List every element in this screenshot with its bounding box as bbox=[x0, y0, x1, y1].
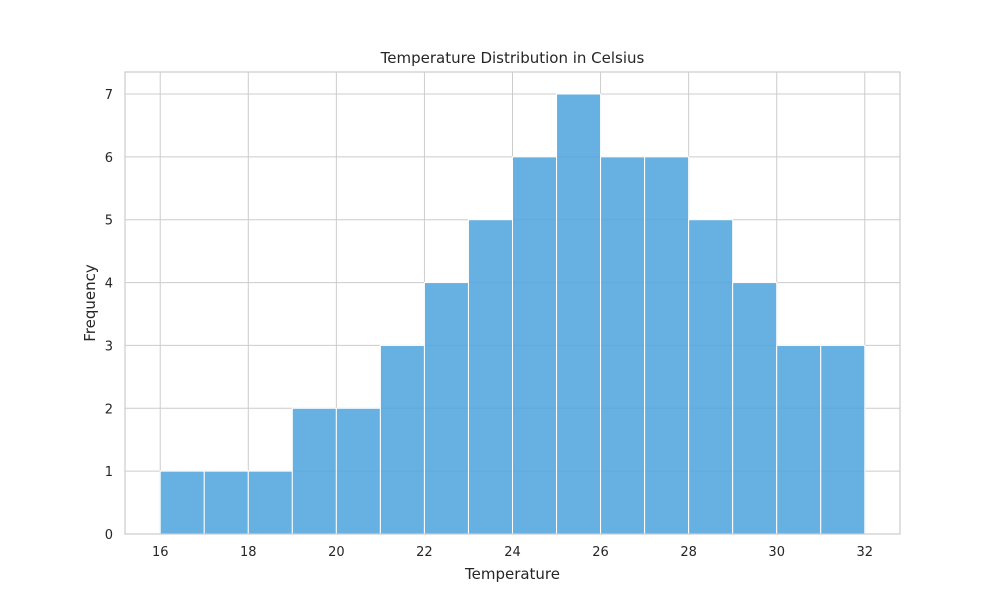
histogram-bar bbox=[379, 344, 425, 535]
x-tick-labels: 16 18 20 22 24 26 28 30 32 bbox=[152, 545, 873, 560]
histogram-bar bbox=[291, 407, 337, 535]
histogram-bar bbox=[556, 93, 602, 535]
x-tick-label: 30 bbox=[768, 545, 785, 560]
histogram-bar bbox=[512, 156, 558, 535]
histogram-bar bbox=[335, 407, 381, 535]
histogram-bar bbox=[644, 156, 690, 535]
histogram-bar bbox=[688, 219, 734, 535]
x-tick-label: 18 bbox=[240, 545, 257, 560]
histogram-bar bbox=[732, 282, 778, 535]
x-tick-label: 32 bbox=[856, 545, 873, 560]
histogram-bar bbox=[203, 470, 249, 535]
histogram-bar bbox=[247, 470, 293, 535]
plot-frame bbox=[124, 71, 901, 535]
histogram-bar bbox=[423, 282, 469, 535]
x-tick-label: 28 bbox=[680, 545, 697, 560]
histogram-bars bbox=[159, 93, 866, 535]
histogram-bar bbox=[159, 470, 205, 535]
histogram-bar bbox=[820, 344, 866, 535]
y-tick-labels: 0 1 2 3 4 5 6 7 bbox=[105, 88, 113, 543]
y-tick-label: 2 bbox=[105, 402, 113, 417]
y-tick-label: 6 bbox=[105, 151, 113, 166]
chart-title: Temperature Distribution in Celsius bbox=[380, 49, 645, 67]
x-axis-label: Temperature bbox=[464, 565, 560, 583]
x-tick-label: 24 bbox=[504, 545, 521, 560]
x-tick-label: 22 bbox=[416, 545, 433, 560]
y-tick-label: 1 bbox=[105, 465, 113, 480]
histogram-bar bbox=[776, 344, 822, 535]
x-tick-label: 16 bbox=[152, 545, 169, 560]
y-tick-label: 7 bbox=[105, 88, 113, 103]
histogram-bar bbox=[467, 219, 514, 535]
x-tick-label: 26 bbox=[592, 545, 609, 560]
histogram-bar bbox=[600, 156, 646, 535]
y-tick-label: 3 bbox=[105, 339, 113, 354]
y-tick-label: 0 bbox=[105, 528, 113, 543]
y-tick-label: 5 bbox=[105, 214, 113, 229]
y-axis-label: Frequency bbox=[81, 264, 99, 342]
y-tick-label: 4 bbox=[105, 277, 113, 292]
x-tick-label: 20 bbox=[328, 545, 345, 560]
